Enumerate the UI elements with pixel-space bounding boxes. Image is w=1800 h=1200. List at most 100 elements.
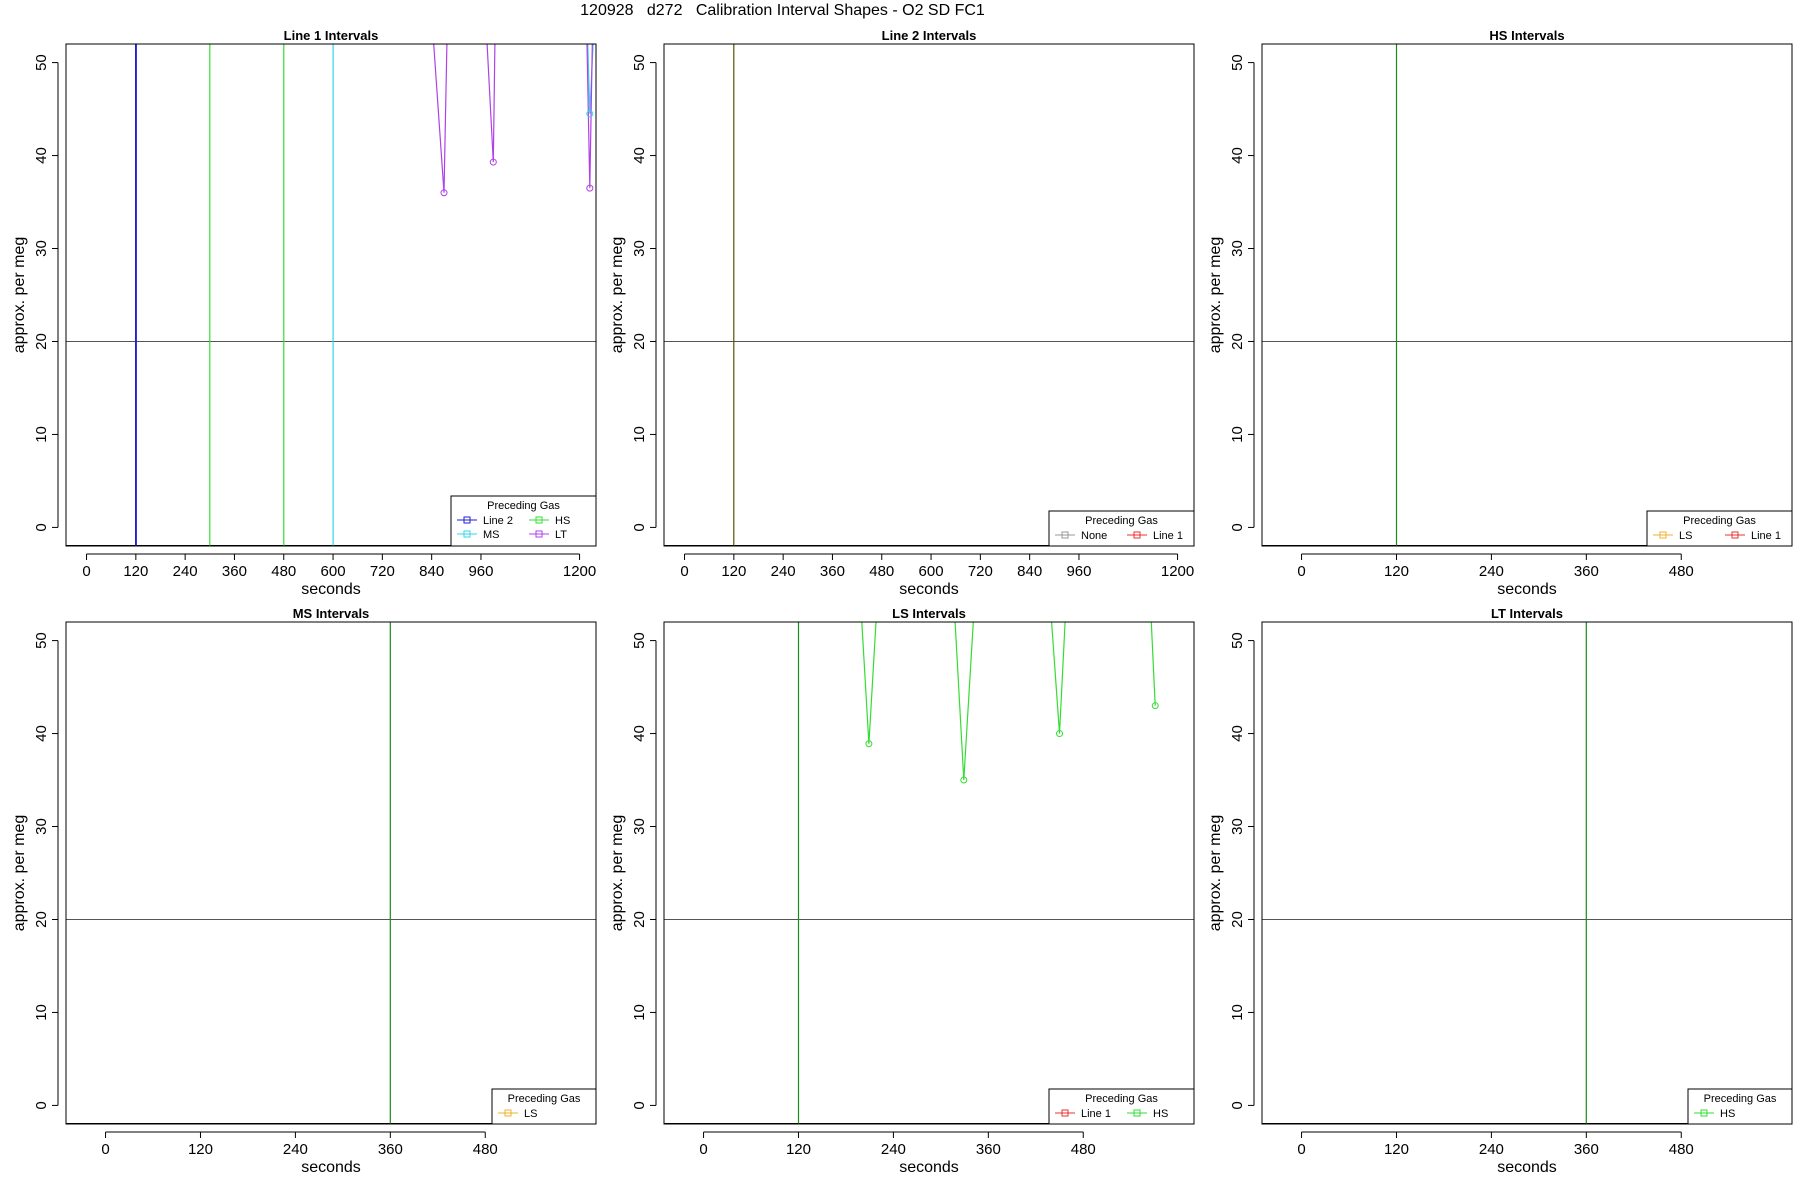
x-tick-label: 480 [473, 1141, 498, 1158]
x-tick-label: 360 [1574, 1141, 1599, 1158]
y-axis: 0 10 20 30 40 50 approx. per meg [1207, 632, 1255, 1110]
y-tick-label: 10 [33, 1004, 50, 1021]
legend-box [1048, 1088, 1195, 1125]
legend-entry-label: LT [555, 529, 567, 541]
y-tick-label: 40 [33, 725, 50, 742]
series-line-hs [861, 622, 877, 744]
legend-entry-label: None [1081, 530, 1107, 542]
y-tick-label: 40 [631, 147, 648, 164]
legend-box [1048, 510, 1195, 547]
legend-swatch-marker [504, 1109, 512, 1117]
x-tick-label: 240 [881, 1141, 906, 1158]
x-tick-label: 0 [101, 1141, 109, 1158]
plot-area [66, 622, 596, 1124]
y-tick-label: 20 [33, 911, 50, 928]
x-tick-label: 240 [771, 563, 796, 580]
plot-area [664, 622, 1194, 1124]
y-axis: 0 10 20 30 40 50 approx. per meg [11, 632, 59, 1110]
series-line-hs [1150, 622, 1156, 706]
series-line-lt [433, 44, 448, 193]
legend-title: Preceding Gas [1085, 515, 1158, 527]
data-point [586, 184, 594, 192]
legend-box [491, 1088, 597, 1125]
panel-title: HS Intervals [1489, 28, 1564, 43]
legend-swatch-marker [463, 530, 471, 538]
x-tick-label: 840 [419, 563, 444, 580]
y-tick-label: 0 [631, 523, 648, 531]
legend-title: Preceding Gas [508, 1093, 581, 1105]
y-tick-label: 20 [33, 333, 50, 350]
x-tick-label: 240 [1479, 1141, 1504, 1158]
y-axis: 0 10 20 30 40 50 approx. per meg [609, 632, 657, 1110]
y-axis-label: approx. per meg [11, 237, 28, 354]
x-tick-label: 960 [468, 563, 493, 580]
plot-frame [65, 621, 597, 1125]
x-tick-label: 240 [283, 1141, 308, 1158]
legend-box [1687, 1088, 1793, 1125]
x-axis: 0 120 240 360 480 seconds [699, 1131, 1096, 1176]
x-tick-label: 480 [1071, 1141, 1096, 1158]
y-tick-label: 50 [1229, 54, 1246, 71]
data-point [440, 189, 448, 197]
legend: Preceding Gas Line 2 HS MS LT [450, 495, 597, 547]
legend-entry-label: HS [1153, 1108, 1168, 1120]
panel-title: LS Intervals [892, 606, 966, 621]
panel-3: HS Intervals 0 120 240 360 480 seconds 0 10 20 30 4… [1207, 28, 1793, 598]
legend: Preceding Gas LS Line 1 [1646, 510, 1793, 547]
legend-swatch-marker [1700, 1109, 1708, 1117]
x-axis: 0 120 240 360 480 seconds [1297, 553, 1694, 598]
plot-frame [1261, 43, 1793, 547]
legend-box [450, 495, 597, 547]
legend-entry-label: Line 2 [483, 515, 513, 527]
x-tick-label: 720 [370, 563, 395, 580]
panel-4: MS Intervals 0 120 240 360 480 seconds 0 10 20 30 4… [11, 606, 597, 1176]
x-tick-label: 120 [786, 1141, 811, 1158]
panel-2: Line 2 Intervals 0 120 240 360 480 600 720 840 96… [609, 28, 1195, 598]
legend-swatch-marker [535, 530, 543, 538]
y-tick-label: 30 [33, 240, 50, 257]
y-tick-label: 20 [1229, 333, 1246, 350]
legend-entry-label: LS [1679, 530, 1692, 542]
x-tick-label: 840 [1017, 563, 1042, 580]
x-tick-label: 600 [321, 563, 346, 580]
legend-title: Preceding Gas [1704, 1093, 1777, 1105]
panel-title: Line 1 Intervals [284, 28, 379, 43]
plot-frame [663, 43, 1195, 547]
legend: Preceding Gas HS [1687, 1088, 1793, 1125]
x-tick-label: 120 [1384, 563, 1409, 580]
y-axis: 0 10 20 30 40 50 approx. per meg [11, 54, 59, 532]
x-tick-label: 240 [1479, 563, 1504, 580]
y-axis-label: approx. per meg [11, 815, 28, 932]
legend-box [1646, 510, 1793, 547]
plot-frame [1261, 621, 1793, 1125]
x-tick-label: 0 [680, 563, 688, 580]
x-tick-label: 0 [1297, 1141, 1305, 1158]
x-axis: 0 120 240 360 480 600 720 840 960 1200 seconds [82, 553, 596, 598]
legend-swatch-marker [1061, 531, 1069, 539]
y-tick-label: 50 [631, 632, 648, 649]
legend: Preceding Gas None Line 1 [1048, 510, 1195, 547]
data-point [1056, 730, 1064, 738]
data-point [960, 776, 968, 784]
legend-swatch-marker [463, 516, 471, 524]
y-axis-label: approx. per meg [1207, 237, 1224, 354]
x-axis-label: seconds [301, 581, 361, 598]
y-tick-label: 20 [1229, 911, 1246, 928]
legend-entry-label: LS [524, 1108, 537, 1120]
panel-5: LS Intervals 0 120 240 360 480 seconds 0 10 20 30 4… [609, 606, 1195, 1176]
x-tick-label: 0 [82, 563, 90, 580]
plot-area [66, 44, 596, 546]
legend: Preceding Gas Line 1 HS [1048, 1088, 1195, 1125]
x-axis-label: seconds [1497, 1159, 1557, 1176]
y-axis: 0 10 20 30 40 50 approx. per meg [609, 54, 657, 532]
y-tick-label: 50 [33, 632, 50, 649]
panel-title: Line 2 Intervals [882, 28, 977, 43]
x-tick-label: 480 [869, 563, 894, 580]
x-axis-label: seconds [301, 1159, 361, 1176]
x-axis-label: seconds [1497, 581, 1557, 598]
legend-entry-label: HS [1720, 1108, 1735, 1120]
data-point [865, 740, 873, 748]
legend-entry-label: MS [483, 529, 500, 541]
x-axis-label: seconds [899, 1159, 959, 1176]
x-tick-label: 480 [1669, 1141, 1694, 1158]
